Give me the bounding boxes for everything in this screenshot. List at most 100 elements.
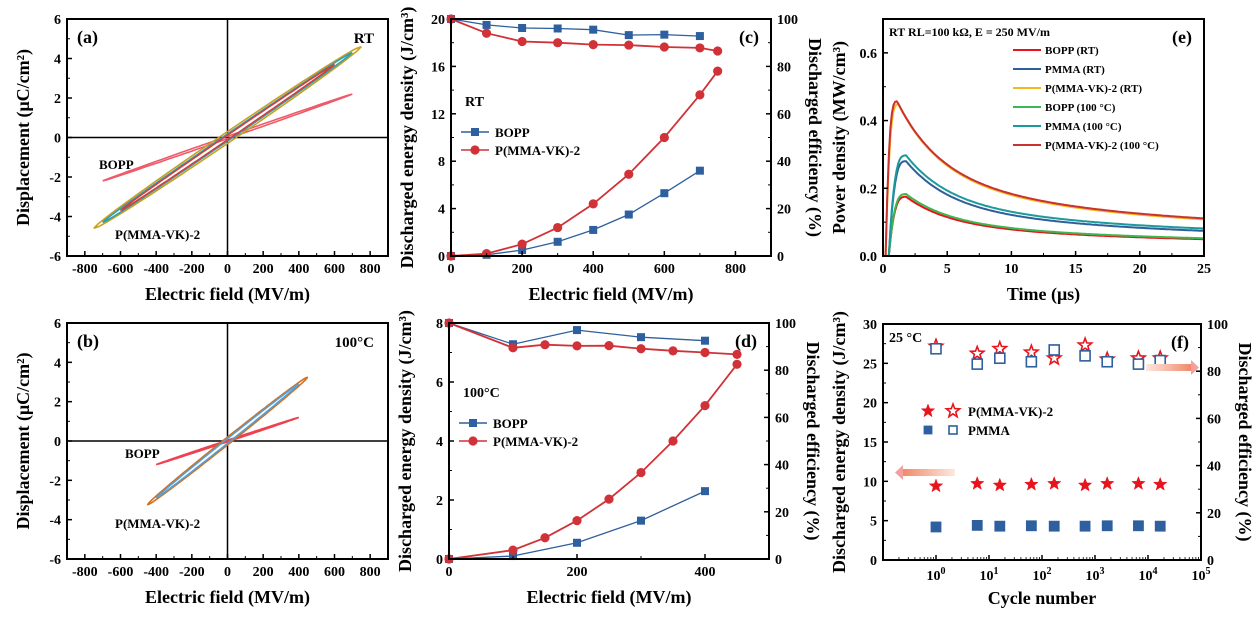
- y-tick-label: 0: [54, 435, 61, 450]
- legend-label: PMMA: [968, 423, 1010, 438]
- y-right-axis-title: Discharged efficiency (%): [1234, 343, 1255, 542]
- y-right-tick-label: 80: [777, 60, 791, 75]
- y-right-tick-label: 0: [775, 553, 782, 568]
- data-point-square: [695, 166, 704, 175]
- y-tick-label: 0.6: [860, 47, 878, 62]
- y-tick-label: -6: [49, 250, 61, 265]
- y-tick-label: -4: [49, 514, 61, 529]
- series-line: [448, 322, 738, 356]
- x-tick-label: 101: [980, 566, 999, 584]
- series-line: [450, 18, 700, 37]
- y-tick-label: 6: [436, 376, 443, 391]
- x-tick-label: -400: [143, 565, 169, 580]
- x-tick-label: 200: [512, 262, 533, 277]
- y-tick-label: 0.2: [860, 182, 878, 197]
- data-point-circle: [588, 199, 598, 209]
- annotation-condition: 100°C: [463, 386, 500, 401]
- loop-series: [102, 51, 353, 224]
- y-tick-label: 4: [438, 203, 445, 218]
- y-tick-label: 0.0: [860, 250, 878, 265]
- y-tick-label: 0: [438, 250, 445, 265]
- data-point-square: [701, 336, 710, 345]
- x-tick-label: 0: [448, 262, 455, 277]
- panel-label: (f): [1171, 332, 1189, 353]
- panel-e: 0 5 10 15 20 25 0.0 0.2 0.4 0.6 Time (μs) Power den…: [829, 18, 1211, 305]
- y-tick-label: 6: [54, 317, 61, 332]
- annotation-condition: 25 °C: [889, 331, 922, 346]
- data-point-square: [624, 31, 633, 40]
- x-tick-label: 103: [1086, 566, 1105, 584]
- data-point-circle: [572, 341, 582, 351]
- x-tick-label: 0: [446, 565, 453, 580]
- power-curve: [887, 192, 1205, 257]
- data-point-circle: [572, 516, 582, 526]
- data-point-square: [637, 516, 646, 525]
- y-tick-label: 30: [863, 318, 877, 333]
- data-point-square: [994, 520, 1006, 532]
- legend-label: PMMA (RT): [1045, 64, 1105, 76]
- data-point-circle: [470, 145, 480, 155]
- data-point-circle: [695, 43, 705, 53]
- data-point-square: [1025, 355, 1038, 368]
- y-right-tick-label: 40: [777, 155, 791, 170]
- x-tick-label: 20: [1133, 262, 1147, 277]
- data-point-star: [968, 344, 987, 362]
- loop-series: [119, 63, 336, 212]
- arrow-left-shaft: [903, 469, 955, 476]
- data-point-star: [969, 475, 985, 490]
- y-tick-label: 4: [54, 356, 61, 371]
- data-point-square: [930, 342, 942, 355]
- panel-c: 0 200 400 600 800048121620020406080100Electr…: [397, 7, 825, 305]
- data-point-square: [1048, 520, 1060, 532]
- legend-label: BOPP: [495, 125, 530, 140]
- x-tick-label: 5: [944, 262, 951, 277]
- y-tick-label: 8: [436, 317, 443, 332]
- panel-label: (e): [1172, 27, 1192, 48]
- x-tick-label: 200: [253, 262, 274, 277]
- loop-series: [146, 376, 309, 506]
- data-point-circle: [700, 401, 710, 411]
- data-point-star: [992, 477, 1008, 492]
- x-tick-label: -200: [179, 262, 205, 277]
- x-tick-label: 25: [1197, 262, 1211, 277]
- annotation-bopp: BOPP: [125, 446, 160, 461]
- y-tick-label: 0: [436, 553, 443, 568]
- y-right-tick-label: 100: [775, 317, 796, 332]
- panel-label: (a): [77, 27, 98, 48]
- data-point-star: [928, 478, 944, 493]
- y-tick-label: -2: [49, 474, 61, 489]
- loop-series: [155, 383, 300, 499]
- x-tick-label: -200: [179, 565, 205, 580]
- y-tick-label: 6: [54, 13, 61, 28]
- data-point-star: [944, 401, 962, 419]
- x-axis-title: Cycle number: [988, 588, 1096, 608]
- data-point-circle: [713, 46, 723, 56]
- x-tick-label: 600: [324, 565, 345, 580]
- y-tick-label: 16: [431, 60, 445, 75]
- panel-f: 100 101 102 103 104 1050510152025300204060801…: [829, 311, 1255, 608]
- y-right-tick-label: 100: [1207, 318, 1228, 333]
- y-right-tick-label: 20: [775, 506, 789, 521]
- x-tick-label: 10: [1004, 262, 1018, 277]
- y-right-axis-title: Discharged efficiency (%): [804, 38, 825, 237]
- x-tick-label: -600: [108, 262, 134, 277]
- data-point-star: [991, 339, 1009, 357]
- data-point-circle: [588, 39, 598, 50]
- panel-label: (c): [739, 27, 759, 48]
- data-point-circle: [624, 40, 634, 50]
- panel-b: -800 -600 -400 -200 0 200 400 600 800 -6 -4 -2 0 2 4 6 E…: [13, 317, 389, 608]
- data-point-square: [589, 25, 598, 34]
- x-axis-title: Electric field (MV/m): [527, 587, 692, 608]
- data-point-circle: [695, 90, 705, 100]
- data-point-square: [660, 30, 669, 39]
- data-point-square: [573, 538, 582, 547]
- data-point-square: [589, 225, 598, 234]
- data-point-square: [1133, 520, 1144, 532]
- legend-label: P(MMA-VK)-2: [495, 143, 580, 158]
- data-point-star: [920, 403, 936, 418]
- x-tick-label: 800: [725, 262, 746, 277]
- x-tick-label: -400: [143, 262, 169, 277]
- data-point-square: [1101, 355, 1114, 368]
- x-tick-label: 600: [324, 262, 345, 277]
